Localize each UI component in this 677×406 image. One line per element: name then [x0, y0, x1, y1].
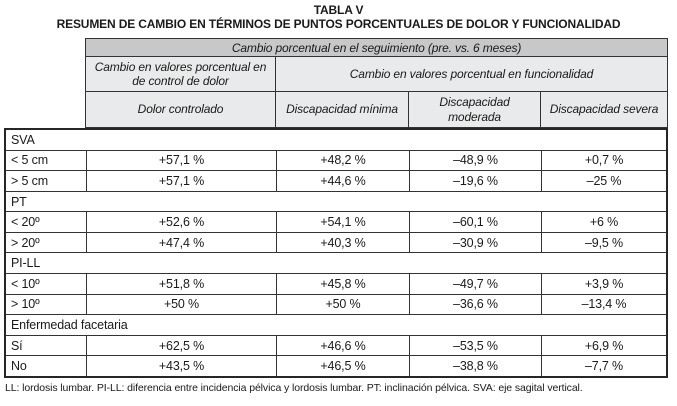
value-cell: –49,7 %: [410, 274, 542, 294]
data-row: < 20º +52,6 % +54,1 % –60,1 % +6 %: [6, 212, 666, 233]
column-header: Discapacidad mínima: [276, 92, 409, 127]
banner-cell: Cambio porcentual en el seguimiento (pre…: [86, 39, 667, 57]
value-cell: +50 %: [277, 294, 410, 315]
value-cell: +3,9 %: [584, 276, 624, 291]
row-label: No: [6, 356, 87, 376]
row-label: < 10º: [6, 274, 87, 294]
value-cell: +6,9 %: [584, 338, 624, 353]
row-label: Sí: [6, 335, 87, 356]
column-header: Discapacidad severa: [549, 102, 659, 117]
column-header-row: Dolor controlado Discapacidad mínima Disca…: [86, 92, 667, 127]
table-header-block: Cambio porcentual en el seguimiento (pre…: [85, 38, 668, 128]
value-cell: +46,6 %: [277, 335, 410, 356]
value-cell: –38,8 %: [410, 356, 542, 376]
section-label: PT: [11, 194, 27, 209]
value-cell: +47,4 %: [87, 232, 277, 253]
data-row: > 5 cm +57,1 % +44,6 % –19,6 % –25 %: [6, 171, 666, 192]
value-cell: +0,7 %: [584, 153, 624, 168]
row-label: > 20º: [6, 232, 87, 253]
value-cell: +54,1 %: [277, 212, 410, 232]
value-cell: –48,9 %: [410, 150, 542, 171]
section-row: Enfermedad facetaria: [6, 315, 666, 336]
value-cell: –30,9 %: [410, 232, 542, 253]
value-cell: –19,6 %: [410, 171, 542, 191]
section-label: Enfermedad facetaria: [11, 317, 128, 332]
table-body: SVA < 5 cm +57,1 % +48,2 % –48,9 % +0,7 % > 5 …: [4, 128, 668, 378]
column-header: Dolor controlado: [86, 92, 276, 127]
section-label: PI-LL: [11, 256, 41, 271]
data-row: < 10º +51,8 % +45,8 % –49,7 % +3,9 %: [6, 274, 666, 295]
value-cell: +46,5 %: [277, 356, 410, 376]
value-cell: +45,8 %: [277, 274, 410, 294]
value-cell: +48,2 %: [277, 150, 410, 171]
value-cell: –25 %: [586, 173, 622, 188]
section-row: SVA: [6, 130, 666, 151]
value-cell: +40,3 %: [277, 232, 410, 253]
row-label: > 5 cm: [6, 171, 87, 191]
row-label: < 5 cm: [6, 150, 87, 171]
value-cell: –7,7 %: [584, 359, 624, 374]
value-cell: +52,6 %: [87, 212, 277, 232]
value-cell: +43,5 %: [87, 356, 277, 376]
value-cell: –36,6 %: [410, 294, 542, 315]
column-header: Discapacidad moderada: [409, 92, 541, 127]
section-row: PI-LL: [6, 253, 666, 275]
value-cell: +57,1 %: [87, 150, 277, 171]
value-cell: –53,5 %: [410, 335, 542, 356]
value-cell: +44,6 %: [277, 171, 410, 191]
data-row: > 10º +50 % +50 % –36,6 % –13,4 %: [6, 294, 666, 316]
value-cell: +6 %: [589, 215, 619, 230]
section-label: SVA: [11, 132, 35, 147]
value-cell: –9,5 %: [584, 235, 624, 250]
value-cell: –13,4 %: [581, 297, 627, 312]
row-label: > 10º: [6, 294, 87, 315]
row-label: < 20º: [6, 212, 87, 232]
data-row: < 5 cm +57,1 % +48,2 % –48,9 % +0,7 %: [6, 150, 666, 172]
group-header-pain: Cambio en valores porcentual en de contr…: [86, 57, 276, 91]
data-row: No +43,5 % +46,5 % –38,8 % –7,7 %: [6, 356, 666, 376]
group-header-row: Cambio en valores porcentual en de contr…: [86, 57, 667, 92]
value-cell: +57,1 %: [87, 171, 277, 191]
section-row: PT: [6, 192, 666, 213]
value-cell: +62,5 %: [87, 335, 277, 356]
group-header-functionality: Cambio en valores porcentual en funciona…: [349, 66, 594, 81]
footnote: LL: lordosis lumbar. PI-LL: diferencia e…: [5, 382, 583, 394]
data-row: Sí +62,5 % +46,6 % –53,5 % +6,9 %: [6, 335, 666, 357]
value-cell: +50 %: [87, 294, 277, 315]
value-cell: +51,8 %: [87, 274, 277, 294]
table-subtitle: RESUMEN DE CAMBIO EN TÉRMINOS DE PUNTOS …: [56, 17, 621, 31]
value-cell: –60,1 %: [410, 212, 542, 232]
table-number-title: TABLA V: [313, 3, 364, 17]
data-row: > 20º +47,4 % +40,3 % –30,9 % –9,5 %: [6, 232, 666, 254]
